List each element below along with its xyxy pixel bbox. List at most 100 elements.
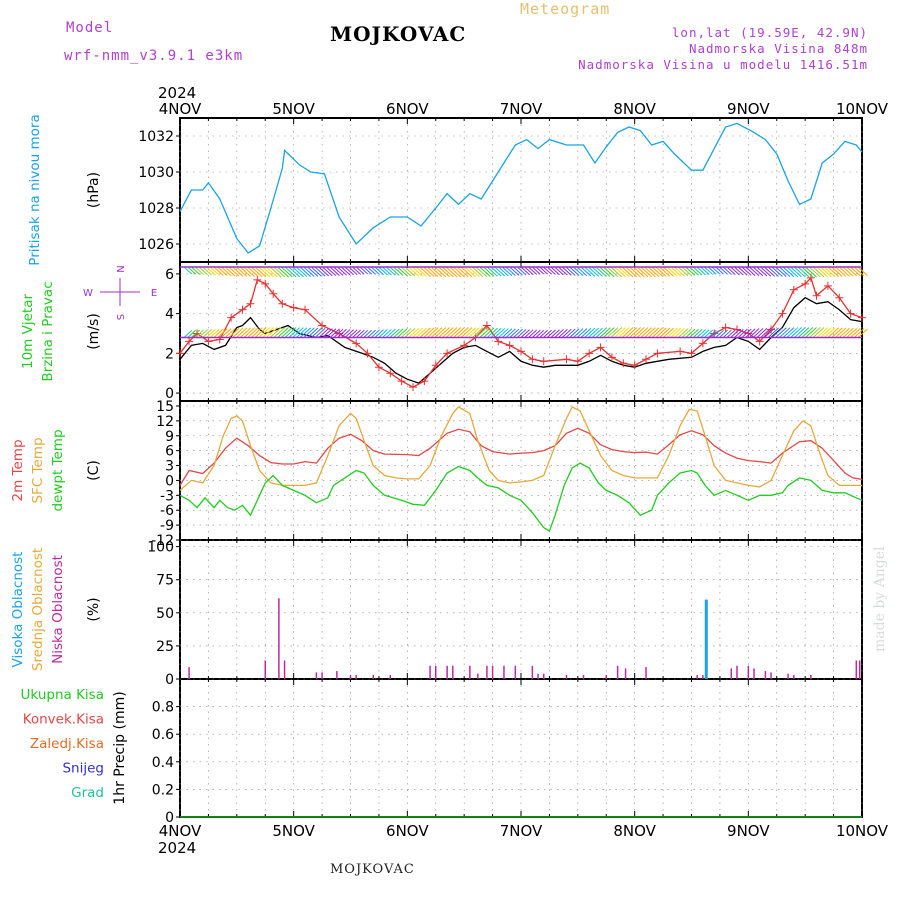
wind-barb (838, 266, 850, 277)
y-tick-label: 100 (147, 540, 174, 556)
wind-barb (445, 266, 458, 278)
wind-barb (457, 327, 469, 338)
wind-barb (647, 327, 660, 338)
cloud-bar (702, 675, 704, 679)
gust-marker (789, 285, 798, 294)
gust-marker (630, 361, 639, 370)
wind-barb (460, 327, 473, 338)
gust-marker (246, 299, 255, 308)
wind-barb (707, 329, 717, 338)
wind-barb (269, 266, 282, 278)
gust-marker (573, 357, 582, 366)
wind-barb (715, 329, 724, 338)
wind-barb (292, 266, 304, 278)
wind-barb (322, 266, 333, 277)
wind-barb (243, 327, 255, 338)
cloud-bar (764, 671, 767, 679)
wind-barb (423, 266, 435, 278)
wind-barb (696, 329, 706, 338)
wind-barb (269, 327, 282, 338)
wind-barb (603, 327, 615, 338)
gust-marker (505, 341, 514, 350)
wind-barb (209, 266, 220, 276)
footer-location: MOJKOVAC (330, 862, 415, 877)
wind-barb (719, 266, 728, 275)
y-tick-label: 4 (165, 307, 174, 323)
wind-barb (430, 266, 443, 278)
wind-barb (846, 328, 858, 338)
cloud-bar (582, 675, 585, 679)
wind-barb (606, 266, 619, 278)
wind-barb (419, 266, 431, 277)
gust-marker (653, 349, 662, 358)
wind-barb (427, 266, 439, 278)
gust-marker (778, 309, 787, 318)
wind-barb (468, 266, 480, 278)
cloud-bar (452, 665, 454, 679)
wind-barb (554, 329, 564, 338)
wind-barb (513, 266, 523, 276)
wind-barb (337, 266, 347, 276)
x-tick-label-top: 5NOV (272, 100, 315, 118)
wind-barb (659, 266, 671, 277)
gust-marker (858, 313, 866, 322)
wind-barb (415, 327, 427, 338)
wind-barb (348, 266, 358, 275)
wind-barb (382, 328, 392, 338)
wind-barb (599, 266, 611, 278)
wind-barb (842, 266, 854, 277)
wind-barb (288, 327, 301, 338)
wind-barb (711, 330, 721, 338)
wind-barb (857, 266, 868, 276)
wind-barb (846, 266, 858, 277)
wind-barb (794, 266, 806, 278)
wind-barb (325, 266, 337, 277)
gust-marker (460, 341, 469, 350)
cloud-bar (349, 675, 352, 679)
cloud-bar (486, 665, 488, 679)
wind-barb (644, 327, 656, 338)
cloud-bar (605, 675, 607, 679)
wind-barb (853, 328, 865, 338)
wind-barb (853, 266, 865, 277)
wind-barb (501, 328, 513, 338)
wind-barb (183, 266, 193, 275)
wind-barb (251, 266, 263, 278)
wind-barb (651, 327, 664, 338)
wind-barb (764, 266, 776, 277)
wind-barb (621, 327, 634, 338)
wind-barb (404, 327, 416, 338)
wind-barb (760, 266, 772, 277)
wind-barb (434, 327, 447, 338)
wind-barb (651, 266, 664, 277)
gust-marker (185, 337, 194, 346)
wind-barb (569, 266, 580, 276)
y-tick-label: 25 (156, 639, 174, 655)
wind-barb (191, 266, 200, 275)
wind-barb (299, 266, 312, 277)
wind-barb (756, 266, 768, 277)
wind-barb (284, 327, 297, 338)
wind-barb (412, 327, 424, 338)
series-line-temperature-1 (179, 406, 862, 491)
wind-barb (700, 329, 710, 338)
wind-barb (827, 266, 840, 278)
wind-barb (625, 327, 638, 338)
wind-barb (254, 327, 267, 338)
gust-marker (443, 349, 452, 358)
wind-barb (561, 266, 572, 276)
wind-barb (546, 329, 556, 338)
gust-marker (517, 347, 525, 356)
wind-barb (513, 328, 523, 338)
wind-barb (494, 266, 506, 277)
wind-barb (322, 328, 333, 338)
wind-barb (644, 266, 656, 278)
wind-barb (666, 266, 678, 277)
x-tick-label-bottom: 10NOV (836, 822, 889, 840)
gust-marker (409, 383, 418, 392)
wind-barb (764, 327, 776, 338)
cloud-bar (514, 665, 517, 679)
y-tick-label: -9 (160, 518, 174, 534)
gust-marker (289, 303, 298, 312)
